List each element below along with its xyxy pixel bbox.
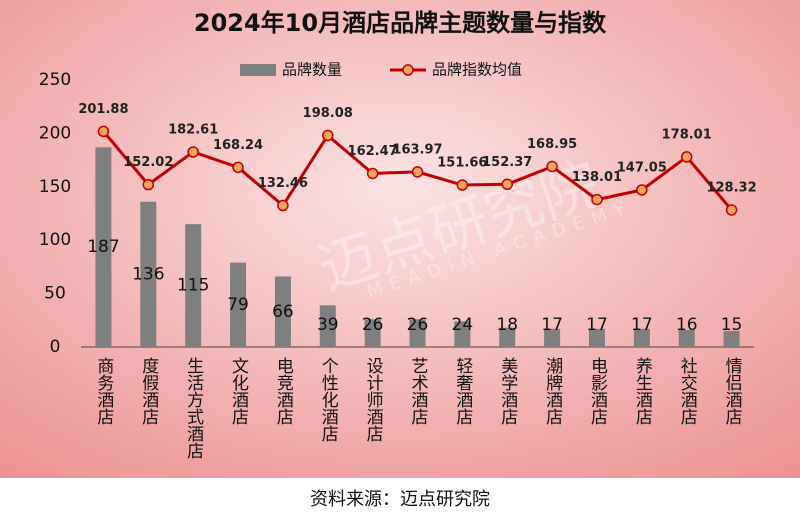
bar <box>633 328 650 347</box>
bar-value-label: 18 <box>496 315 518 335</box>
line-value-label: 168.95 <box>527 137 577 152</box>
bar <box>185 224 202 347</box>
y-tick-label: 50 <box>44 284 66 304</box>
bar-value-label: 26 <box>407 315 429 335</box>
y-tick-label: 0 <box>50 337 61 357</box>
plot-background <box>0 0 800 478</box>
bar <box>588 328 605 347</box>
bar <box>678 329 695 347</box>
line-value-label: 128.32 <box>706 180 756 195</box>
line-value-label: 147.05 <box>617 160 667 175</box>
x-tick-label: 社交酒店 <box>677 357 698 425</box>
x-tick-label: 电影酒店 <box>587 357 608 425</box>
line-marker <box>725 204 738 216</box>
x-tick-label: 设计师酒店 <box>363 357 384 442</box>
line-marker <box>546 160 558 173</box>
y-tick-label: 250 <box>39 70 71 90</box>
line-marker <box>456 179 469 191</box>
footer-background <box>0 478 800 520</box>
x-tick-label: 个性化酒店 <box>318 357 339 442</box>
bar <box>319 305 336 347</box>
line-value-label: 178.01 <box>662 127 712 142</box>
x-tick-label: 情侣酒店 <box>722 357 743 425</box>
y-tick-label: 150 <box>39 177 71 197</box>
line-value-label: 138.01 <box>572 170 622 185</box>
x-tick-label: 轻奢酒店 <box>452 357 473 425</box>
bar-value-label: 17 <box>541 315 563 335</box>
line-value-label: 132.46 <box>258 176 308 191</box>
bar <box>364 319 381 347</box>
x-tick-label: 潮牌酒店 <box>542 357 563 425</box>
bar-value-label: 16 <box>676 315 698 335</box>
bar-value-label: 187 <box>87 237 119 257</box>
line-marker <box>636 184 648 196</box>
x-tick-label: 商务酒店 <box>93 357 114 425</box>
y-tick-label: 200 <box>39 123 71 143</box>
line-value-label: 201.88 <box>78 102 128 117</box>
legend-marker <box>402 64 414 76</box>
bar-value-label: 136 <box>132 264 164 284</box>
legend-label: 品牌数量 <box>282 61 342 79</box>
bar-value-label: 66 <box>272 302 294 322</box>
x-tick-label: 度假酒店 <box>138 357 159 425</box>
line-value-label: 163.97 <box>392 142 442 157</box>
source-note: 资料来源：迈点研究院 <box>310 489 490 510</box>
bar <box>723 330 740 347</box>
line-value-label: 152.02 <box>123 155 173 170</box>
x-tick-label: 养生酒店 <box>632 357 653 425</box>
line-marker <box>366 167 379 180</box>
line-marker <box>277 199 289 212</box>
line-value-label: 182.61 <box>168 122 218 137</box>
bar-value-label: 24 <box>452 315 474 335</box>
bar-value-label: 39 <box>317 315 339 335</box>
x-tick-label: 文化酒店 <box>228 357 249 425</box>
line-marker <box>142 178 155 191</box>
bar <box>454 321 471 347</box>
line-value-label: 168.24 <box>213 138 263 153</box>
line-marker <box>591 193 603 206</box>
bar <box>140 201 157 347</box>
line-marker <box>501 178 513 191</box>
line-value-label: 198.08 <box>303 106 353 121</box>
line-marker <box>187 146 199 158</box>
legend-swatch <box>240 64 276 76</box>
bar-value-label: 115 <box>177 276 209 296</box>
line-marker <box>411 166 424 178</box>
bar-value-label: 17 <box>631 315 653 335</box>
line-marker <box>232 161 244 174</box>
line-value-label: 162.47 <box>348 144 398 159</box>
x-tick-label: 艺术酒店 <box>408 357 429 425</box>
line-marker <box>680 151 693 163</box>
bar-value-label: 17 <box>586 315 608 335</box>
bar <box>230 262 247 347</box>
bar-value-label: 26 <box>362 315 384 335</box>
bar-value-label: 79 <box>227 295 249 315</box>
x-tick-label: 生活方式酒店 <box>183 357 204 459</box>
line-value-label: 151.66 <box>437 156 487 171</box>
bar-value-label: 15 <box>721 315 743 335</box>
bar <box>544 328 561 347</box>
bar <box>274 276 291 347</box>
y-tick-label: 100 <box>39 230 71 250</box>
bar <box>409 319 426 347</box>
chart-title: 2024年10月酒店品牌主题数量与指数 <box>194 9 607 37</box>
line-marker <box>322 129 334 142</box>
x-tick-label: 美学酒店 <box>497 357 518 425</box>
bar <box>499 327 516 347</box>
line-value-label: 152.37 <box>482 155 532 170</box>
bar <box>95 147 112 347</box>
x-tick-label: 电竞酒店 <box>273 357 294 425</box>
line-marker <box>97 125 110 138</box>
legend-label: 品牌指数均值 <box>432 61 522 79</box>
